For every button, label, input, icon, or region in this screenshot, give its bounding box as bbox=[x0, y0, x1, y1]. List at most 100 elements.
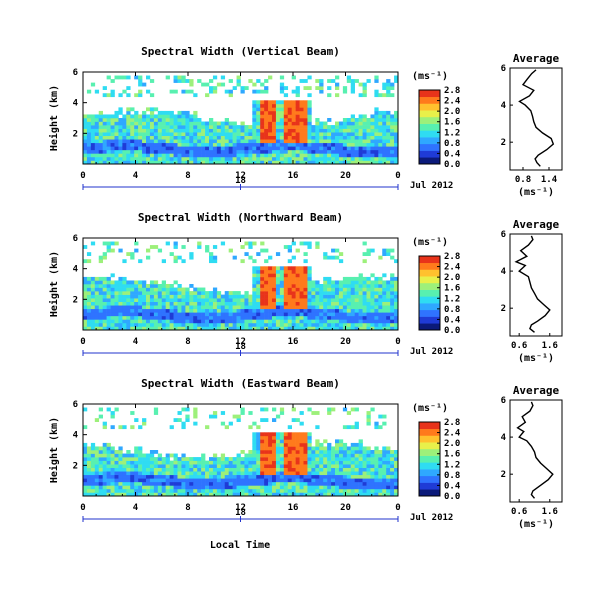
x-tick-label: 8 bbox=[185, 503, 190, 513]
x-tick-label: 4 bbox=[133, 503, 139, 513]
colorbar-unit: (ms⁻¹) bbox=[412, 237, 448, 248]
y-axis-label: Height (km) bbox=[48, 251, 60, 317]
chart-title: Spectral Width (Vertical Beam) bbox=[141, 45, 340, 58]
colorbar-tick-label: 1.6 bbox=[444, 284, 460, 294]
colorbar-swatch bbox=[419, 428, 440, 436]
average-x-tick-label: 0.8 bbox=[515, 175, 531, 185]
x-tick-label: 16 bbox=[288, 503, 299, 513]
y-axis-label: Height (km) bbox=[48, 417, 60, 483]
x-tick-label: 4 bbox=[133, 337, 139, 347]
average-title: Average bbox=[513, 384, 560, 397]
x-tick-label: 12 bbox=[235, 503, 246, 513]
heatmap-cells bbox=[83, 75, 399, 165]
x-axis-label: Local Time bbox=[210, 539, 270, 551]
y-tick-label: 6 bbox=[73, 234, 78, 244]
y-tick-label: 6 bbox=[73, 400, 78, 410]
colorbar-tick-label: 1.2 bbox=[444, 128, 460, 138]
colorbar-swatch bbox=[419, 475, 440, 483]
average-y-tick-label: 4 bbox=[501, 433, 507, 443]
average-title: Average bbox=[513, 52, 560, 65]
date-label: Jul 2012 bbox=[410, 513, 453, 523]
y-tick-label: 4 bbox=[73, 265, 79, 275]
colorbar-unit: (ms⁻¹) bbox=[412, 403, 448, 414]
colorbar-swatch bbox=[419, 157, 440, 165]
colorbar-tick-label: 2.8 bbox=[444, 418, 460, 428]
colorbar-tick-label: 0.4 bbox=[444, 149, 461, 159]
colorbar-tick-label: 2.8 bbox=[444, 252, 460, 262]
colorbar-swatch bbox=[419, 116, 440, 124]
colorbar-tick-label: 0.0 bbox=[444, 326, 460, 336]
average-x-label: (ms⁻¹) bbox=[518, 519, 554, 530]
average-profile-line bbox=[514, 235, 551, 333]
average-profile-line bbox=[518, 69, 555, 167]
colorbar-swatch bbox=[419, 282, 440, 290]
colorbar-tick-label: 1.6 bbox=[444, 450, 460, 460]
x-tick-label: 0 bbox=[395, 503, 400, 513]
colorbar-swatch bbox=[419, 110, 440, 118]
colorbar-swatch bbox=[419, 269, 440, 277]
colorbar-swatch bbox=[419, 90, 440, 98]
colorbar-swatch bbox=[419, 256, 440, 264]
colorbar-swatch bbox=[419, 137, 440, 145]
x-tick-label: 0 bbox=[395, 337, 400, 347]
colorbar-swatch bbox=[419, 150, 440, 158]
colorbar-swatch bbox=[419, 289, 440, 297]
x-tick-label: 20 bbox=[340, 337, 351, 347]
colorbar-swatch bbox=[419, 489, 440, 497]
colorbar-frame bbox=[418, 421, 441, 497]
colorbar-tick-label: 0.0 bbox=[444, 160, 460, 170]
colorbar-tick-label: 1.2 bbox=[444, 294, 460, 304]
colorbar-tick-label: 2.0 bbox=[444, 107, 460, 117]
x-tick-label: 20 bbox=[340, 503, 351, 513]
average-x-tick-label: 1.4 bbox=[541, 175, 558, 185]
colorbar-swatch bbox=[419, 123, 440, 131]
average-x-label: (ms⁻¹) bbox=[518, 353, 554, 364]
y-tick-label: 4 bbox=[73, 99, 79, 109]
x-tick-label: 0 bbox=[80, 337, 85, 347]
date-tick-label: 18 bbox=[235, 176, 246, 186]
average-title: Average bbox=[513, 218, 560, 231]
average-frame bbox=[509, 399, 563, 503]
date-label: Jul 2012 bbox=[410, 347, 453, 357]
chart-title: Spectral Width (Northward Beam) bbox=[138, 211, 343, 224]
colorbar-swatch bbox=[419, 96, 440, 104]
y-tick-label: 6 bbox=[73, 68, 78, 78]
colorbar-swatch bbox=[419, 323, 440, 331]
colorbar-frame bbox=[418, 89, 441, 165]
colorbar-tick-label: 0.8 bbox=[444, 305, 460, 315]
average-x-tick-label: 1.6 bbox=[542, 507, 558, 517]
x-tick-label: 0 bbox=[80, 503, 85, 513]
average-y-tick-label: 4 bbox=[501, 101, 507, 111]
colorbar-swatch bbox=[419, 469, 440, 477]
y-tick-label: 2 bbox=[73, 461, 78, 471]
colorbar-tick-label: 2.4 bbox=[444, 429, 461, 439]
x-tick-label: 16 bbox=[288, 171, 299, 181]
colorbar-tick-label: 0.8 bbox=[444, 139, 460, 149]
date-label: Jul 2012 bbox=[410, 181, 453, 191]
average-y-tick-label: 6 bbox=[501, 230, 506, 240]
colorbar-tick-label: 1.6 bbox=[444, 118, 460, 128]
colorbar-swatch bbox=[419, 296, 440, 304]
x-tick-label: 20 bbox=[340, 171, 351, 181]
colorbar-swatch bbox=[419, 103, 440, 111]
average-frame bbox=[509, 67, 563, 171]
panel-3: Spectral Width (Eastward Beam) 6 4 2 Height … bbox=[48, 377, 563, 530]
y-tick-label: 4 bbox=[73, 431, 79, 441]
x-tick-label: 8 bbox=[185, 337, 190, 347]
average-y-tick-label: 2 bbox=[501, 138, 506, 148]
colorbar-tick-label: 0.8 bbox=[444, 471, 460, 481]
colorbar-swatch bbox=[419, 455, 440, 463]
average-y-tick-label: 6 bbox=[501, 64, 506, 74]
x-tick-label: 0 bbox=[80, 171, 85, 181]
heatmap-cells bbox=[83, 407, 399, 497]
average-y-tick-label: 4 bbox=[501, 267, 507, 277]
colorbar-swatch bbox=[419, 130, 440, 138]
x-tick-label: 12 bbox=[235, 171, 246, 181]
average-x-tick-label: 0.6 bbox=[511, 507, 527, 517]
x-tick-label: 0 bbox=[395, 171, 400, 181]
x-tick-label: 4 bbox=[133, 171, 139, 181]
colorbar-tick-label: 0.4 bbox=[444, 315, 461, 325]
colorbar-tick-label: 2.4 bbox=[444, 97, 461, 107]
colorbar-tick-label: 1.2 bbox=[444, 460, 460, 470]
